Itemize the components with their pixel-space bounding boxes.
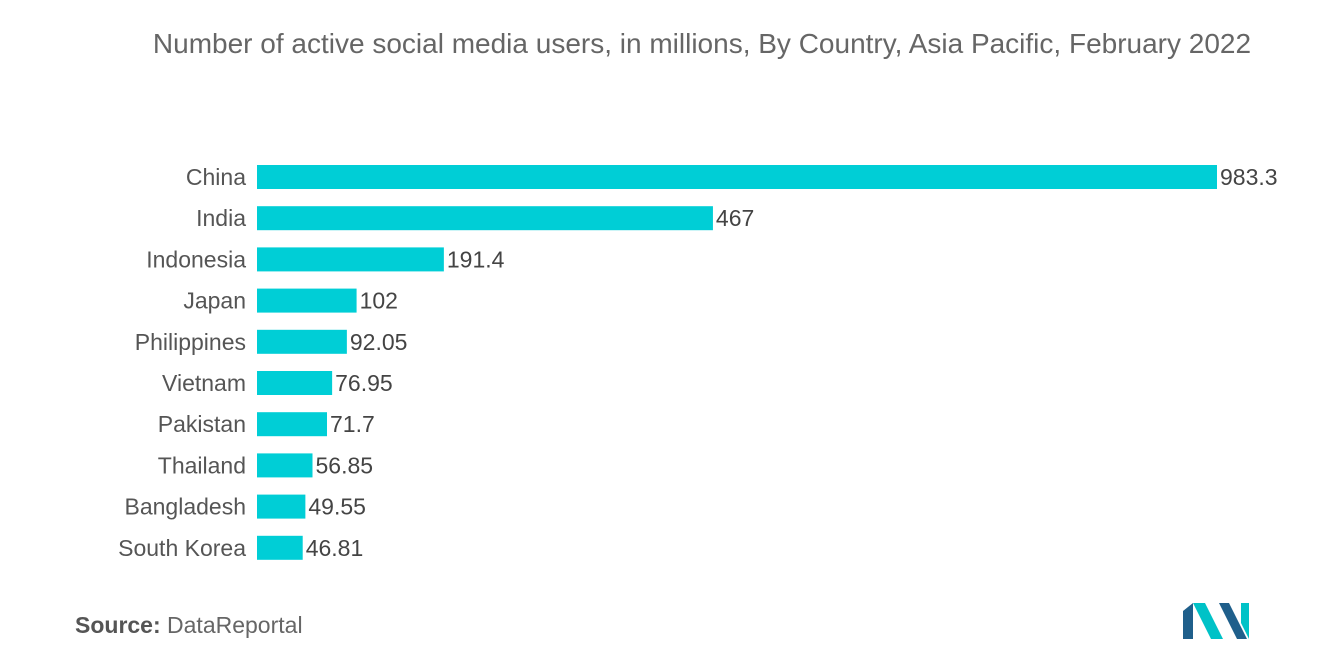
source-label: Source: bbox=[75, 612, 161, 638]
value-label: 102 bbox=[360, 288, 398, 314]
value-label: 56.85 bbox=[316, 452, 374, 478]
bar bbox=[257, 206, 713, 231]
bar bbox=[257, 165, 1217, 189]
category-label: South Korea bbox=[118, 535, 246, 561]
category-label: China bbox=[186, 164, 246, 190]
value-label: 983.3 bbox=[1220, 164, 1278, 190]
value-label: 71.7 bbox=[330, 411, 375, 437]
brand-logo-icon bbox=[1183, 603, 1249, 639]
bar bbox=[257, 247, 444, 272]
bar bbox=[257, 494, 306, 519]
bar bbox=[257, 412, 328, 437]
category-label: Pakistan bbox=[158, 411, 246, 437]
category-label: Bangladesh bbox=[125, 494, 247, 520]
bar bbox=[257, 453, 313, 478]
category-label: India bbox=[196, 205, 246, 231]
logo-mid-shape bbox=[1193, 603, 1223, 639]
category-label: Indonesia bbox=[146, 246, 246, 272]
logo-left-shape bbox=[1183, 603, 1193, 639]
bar bbox=[257, 329, 347, 354]
source-line: Source: DataReportal bbox=[75, 612, 303, 639]
value-label: 46.81 bbox=[306, 535, 364, 561]
value-label: 76.95 bbox=[335, 370, 393, 396]
value-label: 49.55 bbox=[308, 494, 366, 520]
chart-title: Number of active social media users, in … bbox=[152, 28, 1252, 59]
bar bbox=[257, 371, 333, 395]
category-label: Vietnam bbox=[162, 370, 246, 396]
category-label: Thailand bbox=[158, 452, 246, 478]
category-label: Philippines bbox=[135, 329, 246, 355]
value-label: 92.05 bbox=[350, 329, 408, 355]
bar bbox=[257, 288, 357, 313]
value-label: 191.4 bbox=[447, 246, 505, 272]
category-label: Japan bbox=[183, 288, 246, 314]
bar bbox=[257, 535, 303, 560]
source-text: DataReportal bbox=[167, 612, 303, 638]
bar-chart: China 983.3 India 467 Indonesia 191.4 Japan 102… bbox=[118, 164, 1278, 561]
value-label: 467 bbox=[716, 205, 754, 231]
logo-end-shape bbox=[1241, 603, 1249, 639]
logo-right-shape bbox=[1219, 603, 1247, 639]
